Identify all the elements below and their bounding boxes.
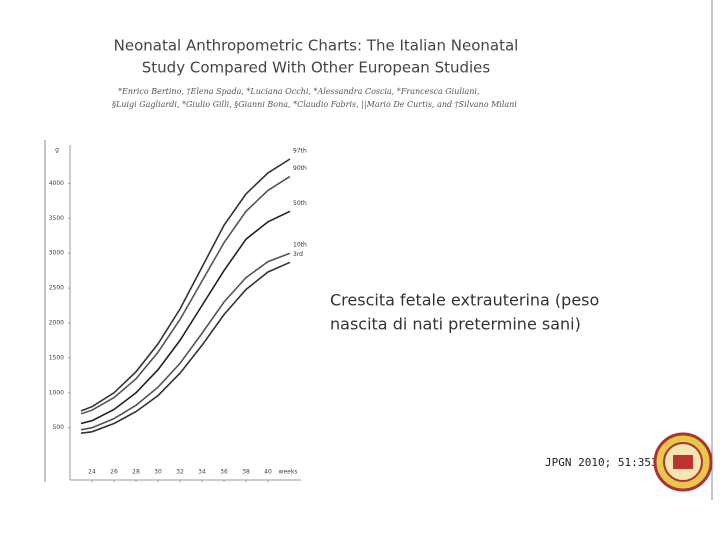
percentile-line [80,210,291,425]
x-tick-label: 28 [132,469,140,476]
y-tick-label: 500 [53,424,65,431]
x-tick-label: 24 [88,469,96,476]
series-label: 90th [293,165,307,172]
series-label: 97th [293,147,307,154]
title: Study Compared With Other European Studi… [142,59,491,77]
percentile-line [80,158,291,412]
citation: JPGN 2010; 51:353 [545,456,658,469]
series-label: 50th [293,200,307,207]
x-tick-label: 32 [176,469,184,476]
caption: nascita di nati pretermine sani) [330,315,581,334]
authors: *Enrico Bertino, †Elena Spada, *Luciana … [118,87,480,96]
series-label: 10th [293,242,307,249]
percentile-line [80,261,291,434]
y-tick-label: 1000 [49,389,64,396]
y-tick-label: 1500 [49,354,64,361]
x-unit: weeks [279,469,298,476]
percentile-line [80,175,291,415]
plot: g weeks 500 1000 1500 2000 2500 3000 3500 4000 24 2… [49,145,307,482]
x-tick-label: 36 [220,469,228,476]
y-unit: g [55,147,59,154]
percentile-line [80,252,291,431]
y-tick-label: 3500 [49,215,64,222]
series-label: 3rd [293,251,303,258]
logo [653,432,713,492]
x-tick-label: 26 [110,469,118,476]
x-tick-label: 30 [154,469,162,476]
y-tick-label: 4000 [49,180,64,187]
x-tick-label: 34 [198,469,206,476]
y-tick-label: 3000 [49,250,64,257]
title: Neonatal Anthropometric Charts: The Ital… [114,37,519,55]
x-tick-label: 40 [264,469,272,476]
caption: Crescita fetale extrauterina (peso [330,291,599,310]
y-tick-label: 2500 [49,285,64,292]
authors: §Luigi Gagliardi, *Giulio Gilli, §Gianni… [112,100,517,109]
x-tick-label: 38 [242,469,250,476]
y-tick-label: 2000 [49,319,64,326]
